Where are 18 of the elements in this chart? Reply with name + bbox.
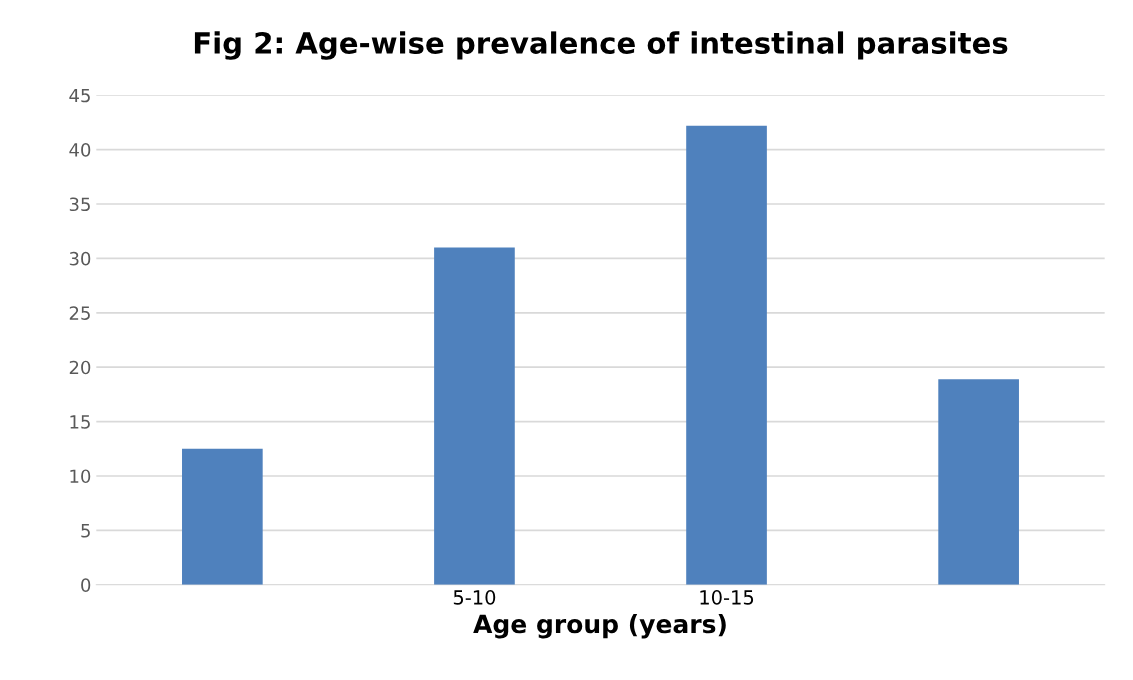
y-tick-label: 10 — [70, 469, 91, 484]
x-tick-label: 10-15 — [700, 590, 754, 605]
y-tick-label: 20 — [69, 360, 91, 375]
y-tick-label: 5 — [81, 524, 90, 538]
y-tick-label: 0 — [81, 578, 91, 592]
y-tick-label: 15 — [70, 415, 90, 429]
y-tick-label: 40 — [69, 143, 91, 157]
bar — [938, 379, 1019, 585]
bar — [434, 247, 515, 585]
y-tick-label: 35 — [69, 197, 90, 212]
y-tick-label: 45 — [69, 88, 90, 103]
y-tick-label: 25 — [69, 306, 90, 320]
chart-title: Fig 2: Age-wise prevalence of intestinal parasites — [194, 31, 1008, 60]
x-axis-title: Age group (years) — [473, 614, 726, 639]
y-tick-label: 30 — [69, 251, 91, 266]
bar — [182, 448, 263, 585]
bar — [686, 125, 767, 585]
x-tick-label: 5-10 — [453, 590, 496, 605]
